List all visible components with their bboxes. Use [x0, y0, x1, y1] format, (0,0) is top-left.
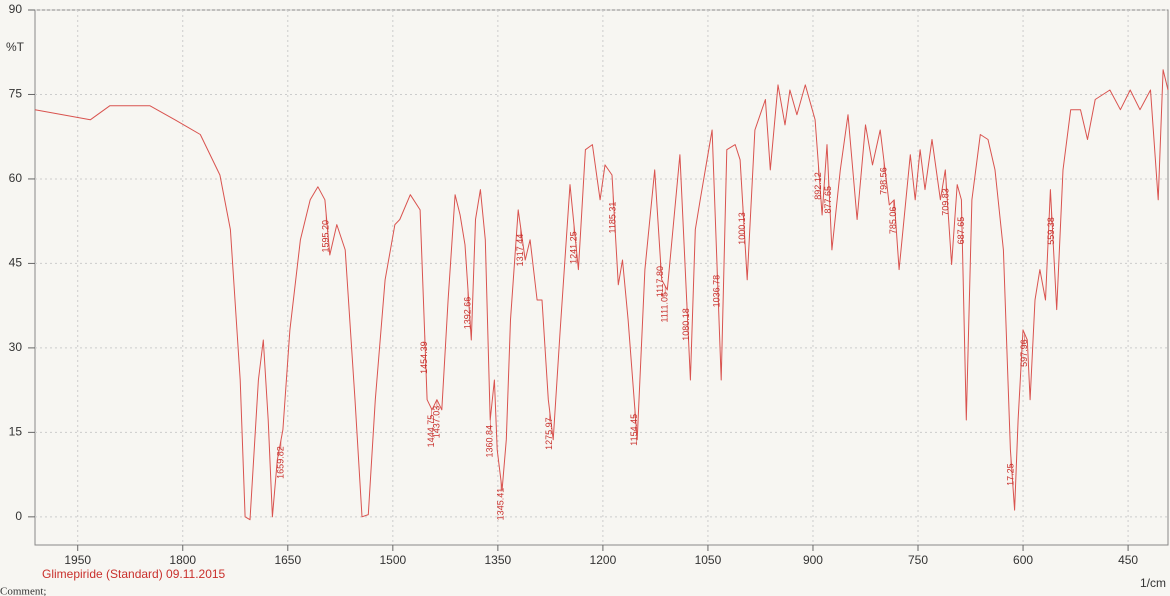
- x-tick-label: 1950: [64, 553, 91, 567]
- y-tick-label: 0: [15, 509, 22, 523]
- peak-label: 1000.13: [737, 212, 747, 245]
- peak-label: 709.83: [941, 188, 951, 216]
- x-tick-label: 1350: [485, 553, 512, 567]
- peak-label: 798.56: [878, 167, 888, 195]
- caption: Glimepiride (Standard) 09.11.2015: [42, 567, 226, 581]
- peak-label: 1185.31: [608, 202, 618, 234]
- x-tick-label: 450: [1118, 553, 1138, 567]
- y-tick-label: 75: [9, 87, 23, 101]
- peak-label: 877.65: [823, 186, 833, 214]
- peak-label: 1117.80: [655, 266, 665, 297]
- spectrum-line: [34, 69, 1169, 521]
- peak-label: 17.25: [1005, 463, 1015, 486]
- peak-label: 1036.78: [712, 275, 722, 308]
- peak-label: 785.06: [888, 207, 898, 235]
- y-tick-label: 60: [9, 171, 23, 185]
- y-axis-label: %T: [6, 40, 25, 54]
- peak-label: 1275.97: [544, 417, 554, 450]
- x-tick-label: 1050: [695, 553, 722, 567]
- y-tick-label: 45: [9, 256, 23, 270]
- x-axis-label: 1/cm: [1140, 576, 1166, 590]
- peak-label: 1345.41: [495, 488, 505, 521]
- peak-label: 687.65: [956, 217, 966, 245]
- peak-label: 559.38: [1046, 217, 1056, 245]
- footer: Comment;: [0, 586, 46, 596]
- peak-label: 892.12: [813, 172, 823, 200]
- peak-label: 1241.25: [568, 231, 578, 264]
- peak-label: 597.96: [1019, 339, 1029, 367]
- peak-label: 1360.84: [485, 425, 495, 458]
- peak-label: 1444.75: [426, 415, 436, 448]
- peak-label: 1595.20: [321, 220, 331, 253]
- x-tick-label: 1500: [379, 553, 406, 567]
- peak-label: 1154.45: [629, 414, 639, 446]
- plot-frame: [34, 9, 1169, 546]
- peak-label: 1317.44: [515, 234, 525, 267]
- peak-label: 1437.03: [431, 406, 441, 439]
- x-tick-label: 1200: [590, 553, 617, 567]
- x-tick-label: 750: [908, 553, 928, 567]
- x-tick-label: 1650: [274, 553, 301, 567]
- peak-label: 1659.82: [275, 446, 285, 479]
- y-tick-label: 15: [9, 425, 23, 439]
- peak-label: 1080.18: [681, 308, 691, 341]
- x-tick-label: 1800: [169, 553, 196, 567]
- peak-label: 1111.05: [660, 292, 670, 323]
- peak-label: 1454.39: [419, 341, 429, 374]
- x-tick-label: 600: [1013, 553, 1033, 567]
- y-tick-label: 30: [9, 340, 23, 354]
- x-tick-label: 900: [803, 553, 823, 567]
- y-tick-label: 90: [9, 2, 23, 16]
- peak-label: 1392.66: [462, 297, 472, 330]
